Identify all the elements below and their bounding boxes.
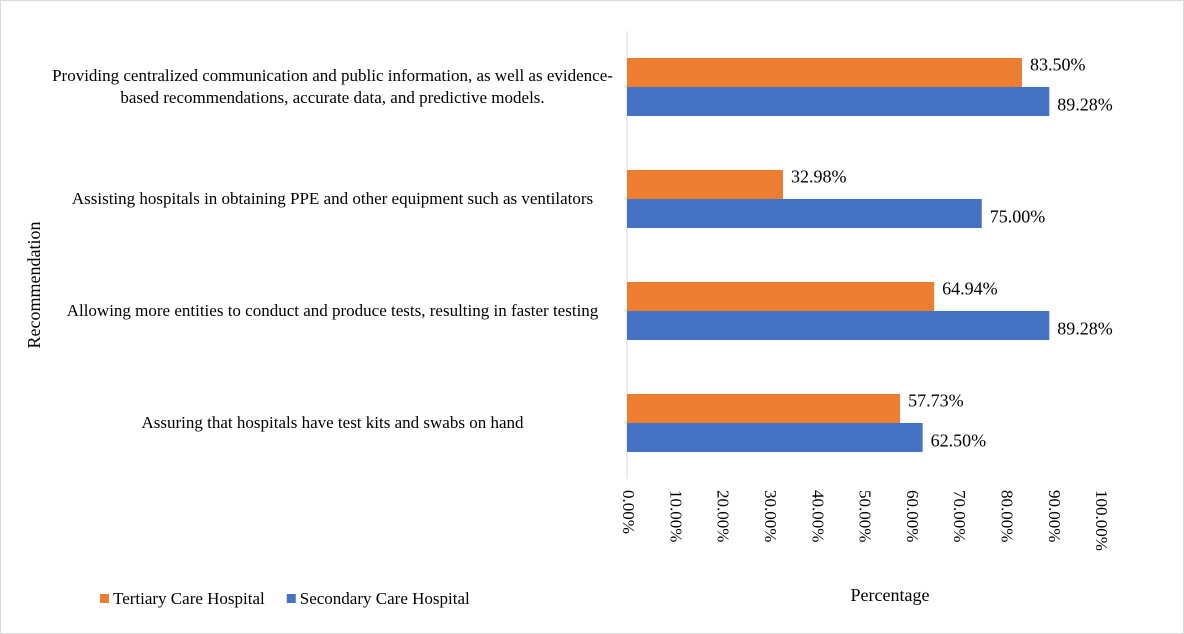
x-tick-label: 40.00% [808, 490, 827, 542]
x-tick-label: 30.00% [761, 490, 780, 542]
x-tick-label: 0.00% [619, 490, 638, 534]
x-tick-label: 90.00% [1045, 490, 1064, 542]
x-tick-label: 70.00% [950, 490, 969, 542]
x-tick-label: 50.00% [856, 490, 875, 542]
category-label: Assuring that hospitals have test kits a… [141, 413, 524, 432]
x-tick-label: 20.00% [714, 490, 733, 542]
value-label: 89.28% [1057, 319, 1113, 339]
bar [627, 282, 935, 311]
x-tick-label: 80.00% [997, 490, 1016, 542]
legend-swatch [100, 594, 109, 603]
category-label: Assisting hospitals in obtaining PPE and… [71, 189, 594, 208]
value-label: 89.28% [1057, 95, 1113, 115]
value-label: 57.73% [908, 391, 964, 411]
value-label: 32.98% [791, 167, 847, 187]
legend-swatch [286, 594, 296, 603]
value-label: 62.50% [931, 431, 987, 451]
bar [627, 170, 783, 199]
value-label: 75.00% [990, 207, 1046, 227]
bar [627, 311, 1050, 340]
y-axis-title: Recommendation [24, 222, 44, 349]
legend-label: Secondary Care Hospital [300, 589, 470, 608]
category-label: Providing centralized communication and … [52, 66, 613, 107]
x-tick-label: 100.00% [1092, 490, 1111, 551]
value-label: 83.50% [1030, 55, 1086, 75]
bar [627, 87, 1050, 116]
value-label: 64.94% [942, 279, 998, 299]
x-tick-label: 60.00% [903, 490, 922, 542]
legend-label: Tertiary Care Hospital [113, 589, 265, 608]
bar [627, 58, 1022, 87]
x-tick-label: 10.00% [666, 490, 685, 542]
category-label: Allowing more entities to conduct and pr… [66, 301, 599, 320]
bar [627, 394, 901, 423]
x-axis-title: Percentage [851, 585, 930, 605]
bar [627, 423, 923, 452]
bar [627, 199, 982, 228]
